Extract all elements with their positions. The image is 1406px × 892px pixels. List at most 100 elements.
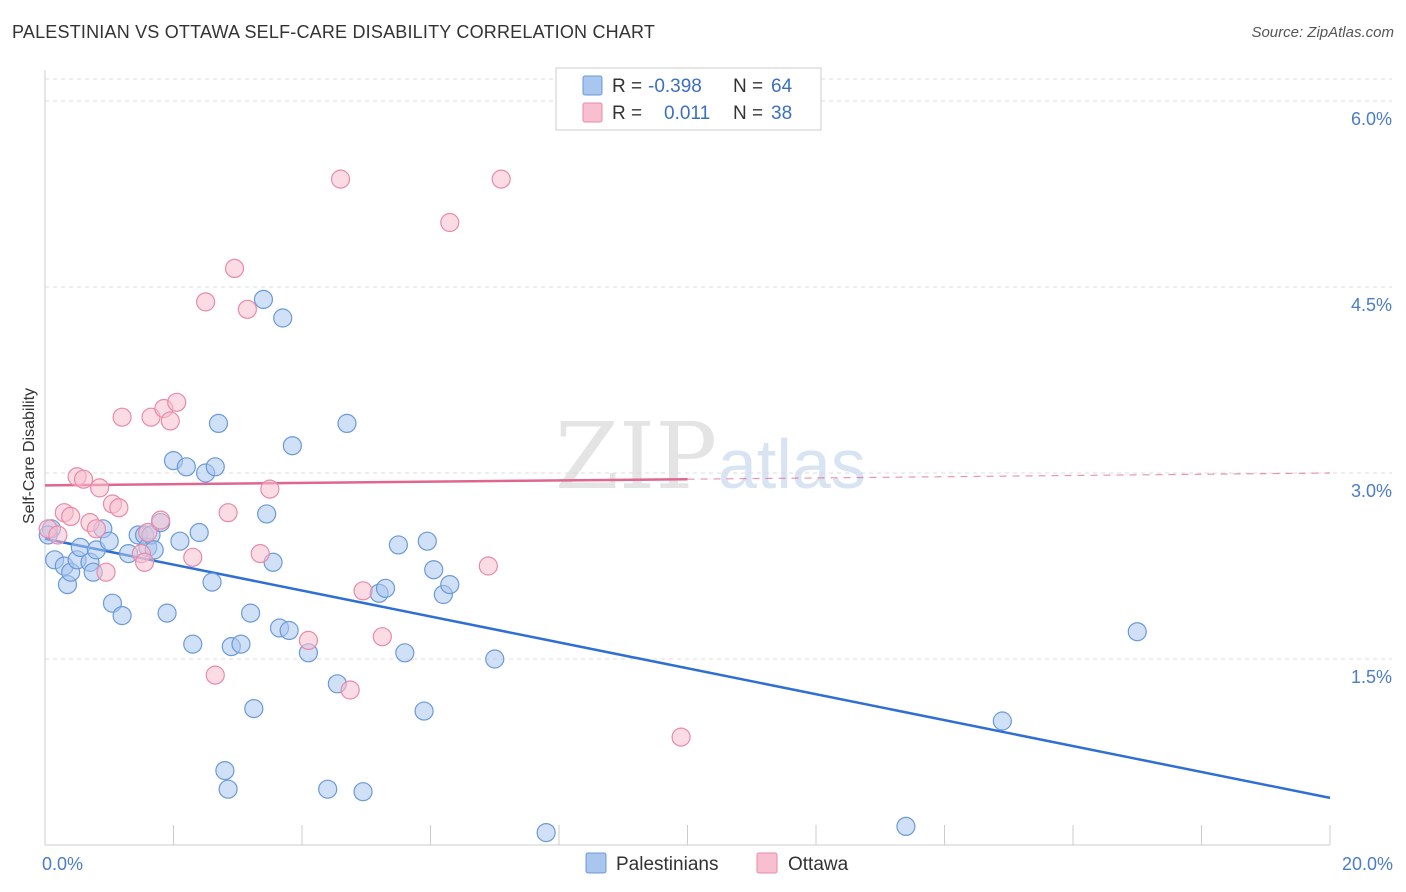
y-tick-label-0: 1.5%	[1351, 667, 1392, 687]
point-ottawa-22	[196, 292, 216, 312]
point-palestinians-24	[176, 457, 196, 477]
watermark-atlas: atlas	[718, 425, 866, 503]
point-ottawa-5	[73, 469, 94, 489]
point-ottawa-21	[183, 547, 203, 567]
point-ottawa-36	[491, 169, 511, 189]
grid-lines	[45, 78, 1392, 660]
series-legend: Palestinians Ottawa	[585, 852, 849, 875]
point-ottawa-34	[440, 212, 460, 233]
point-ottawa-12	[112, 407, 132, 427]
point-ottawa-32	[353, 581, 373, 601]
point-palestinians-21	[157, 603, 177, 623]
point-ottawa-11	[109, 498, 129, 518]
point-palestinians-36	[244, 698, 264, 719]
point-ottawa-15	[138, 522, 158, 543]
chart-source: Source: ZipAtlas.com	[1251, 24, 1394, 41]
point-palestinians-62	[1127, 622, 1147, 642]
stats-legend-swatch-pink	[582, 102, 603, 123]
point-palestinians-51	[388, 535, 408, 555]
stats-legend-swatch-blue	[582, 75, 603, 96]
point-palestinians-34	[231, 634, 251, 654]
point-palestinians-25	[183, 634, 203, 654]
point-ottawa-19	[160, 411, 180, 431]
point-palestinians-30	[208, 413, 229, 433]
chart-title: PALESTINIAN VS OTTAWA SELF-CARE DISABILI…	[12, 22, 656, 42]
trend-line-ottawa	[44, 477, 688, 487]
point-palestinians-23	[170, 531, 190, 551]
stats-legend-r-value-2: 0.011	[664, 103, 710, 124]
y-tick-label-2: 4.5%	[1351, 295, 1392, 315]
point-ottawa-26	[237, 299, 257, 319]
point-palestinians-54	[417, 531, 437, 551]
y-tick-label-1: 3.0%	[1351, 481, 1392, 501]
point-palestinians-26	[189, 522, 209, 543]
data-points	[38, 169, 1147, 843]
point-palestinians-59	[536, 822, 556, 843]
point-ottawa-35	[478, 556, 498, 576]
point-ottawa-33	[372, 627, 392, 647]
point-palestinians-28	[202, 572, 222, 592]
point-palestinians-11	[99, 531, 119, 551]
point-palestinians-29	[205, 457, 225, 477]
point-ottawa-31	[340, 680, 360, 700]
point-palestinians-31	[215, 760, 235, 781]
stats-legend-n-value-1: 64	[771, 76, 793, 97]
point-palestinians-45	[318, 779, 338, 799]
series-legend-swatch-ottawa	[756, 852, 778, 874]
stats-legend-r-label-1: R =	[612, 76, 642, 97]
point-ottawa-30	[330, 169, 351, 189]
y-tick-label-3: 6.0%	[1351, 109, 1392, 129]
point-palestinians-43	[282, 436, 302, 456]
trend-line-palestinians	[44, 537, 1331, 800]
point-ottawa-28	[260, 479, 280, 499]
point-palestinians-13	[112, 605, 132, 626]
point-ottawa-23	[205, 665, 225, 685]
trend-line-ottawa-extension	[687, 472, 1331, 480]
point-ottawa-14	[134, 552, 155, 572]
tick-labels: 1.5% 3.0% 4.5% 6.0% 0.0% 20.0%	[42, 109, 1393, 874]
point-ottawa-24	[218, 503, 238, 523]
point-palestinians-32	[218, 779, 238, 799]
point-ottawa-1	[48, 525, 68, 545]
point-palestinians-35	[241, 603, 261, 623]
point-ottawa-37	[671, 727, 691, 747]
x-tick-label-1: 20.0%	[1342, 854, 1393, 874]
point-ottawa-27	[250, 543, 270, 564]
series-legend-label-palestinians: Palestinians	[616, 854, 718, 875]
stats-legend-n-value-2: 38	[771, 103, 792, 124]
point-ottawa-8	[90, 478, 110, 498]
point-palestinians-47	[337, 413, 357, 433]
point-ottawa-20	[167, 392, 187, 412]
series-legend-swatch-palestinians	[585, 852, 607, 874]
stats-legend-r-value-1: -0.398	[648, 76, 702, 97]
point-ottawa-3	[61, 506, 81, 527]
point-palestinians-38	[257, 504, 277, 524]
point-palestinians-37	[253, 289, 274, 309]
point-palestinians-42	[279, 620, 299, 641]
point-palestinians-50	[375, 578, 396, 598]
stats-legend-n-label-2: N =	[733, 103, 763, 124]
point-palestinians-58	[485, 649, 505, 669]
watermark-zip: ZIP	[555, 403, 717, 510]
point-ottawa-29	[298, 630, 319, 651]
point-ottawa-25	[224, 258, 245, 278]
y-axis-title: Self-Care Disability	[21, 388, 38, 524]
x-tick-label-0: 0.0%	[42, 854, 83, 874]
point-palestinians-41	[273, 308, 293, 328]
stats-legend-n-label-1: N =	[733, 76, 763, 97]
series-legend-label-ottawa: Ottawa	[788, 854, 849, 875]
point-palestinians-55	[424, 560, 444, 580]
point-ottawa-9	[96, 562, 116, 582]
point-palestinians-48	[353, 782, 373, 802]
trend-lines	[44, 472, 1331, 800]
watermark: ZIP atlas	[555, 403, 866, 510]
point-ottawa-7	[86, 519, 107, 539]
point-ottawa-17	[151, 510, 171, 530]
axes	[44, 70, 1331, 846]
point-palestinians-52	[395, 643, 415, 663]
point-palestinians-57	[440, 574, 460, 595]
point-palestinians-61	[992, 711, 1012, 731]
stats-legend: R = -0.398 N = 64 R = 0.011 N = 38	[555, 67, 822, 131]
